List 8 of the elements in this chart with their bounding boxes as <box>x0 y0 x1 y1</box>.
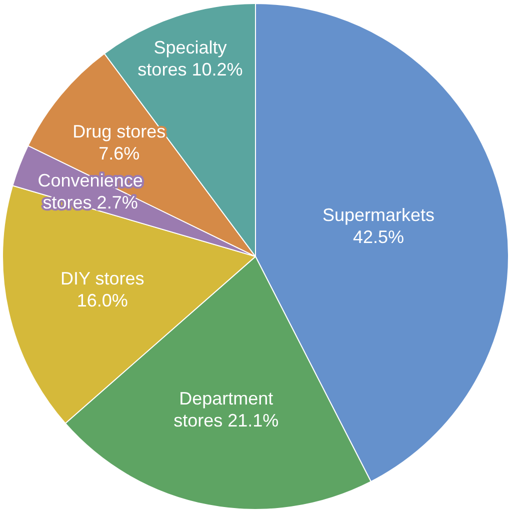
slice-label: Department stores 21.1% <box>174 388 279 431</box>
slice-label: Supermarkets <box>322 204 434 225</box>
data-label: 42.5% <box>352 226 404 247</box>
slice-label: Drug stores <box>72 121 166 142</box>
slice-label: DIY stores <box>60 268 144 288</box>
data-label: 7.6% <box>98 143 140 164</box>
slice-label: Specialty stores 10.2% <box>138 38 243 80</box>
data-label: 16.0% <box>76 290 128 310</box>
